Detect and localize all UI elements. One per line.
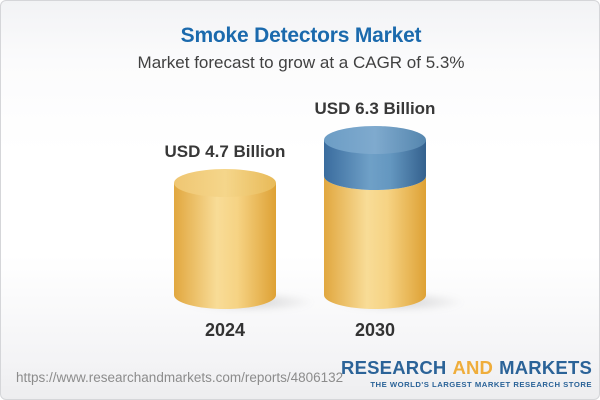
logo-wordmark: RESEARCH AND MARKETS — [341, 357, 592, 378]
chart-title: Smoke Detectors Market — [180, 24, 422, 47]
logo-word-and: AND — [452, 357, 494, 378]
category-label-2024: 2024 — [204, 320, 246, 340]
value-label-2030: USD 6.3 Billion — [314, 99, 436, 118]
cylinder-2030 — [324, 126, 426, 309]
logo-word-research: RESEARCH — [341, 357, 447, 378]
value-label-2024: USD 4.7 Billion — [164, 142, 286, 161]
research-and-markets-logo: RESEARCH AND MARKETS THE WORLD'S LARGEST… — [341, 357, 592, 390]
category-label-2030: 2030 — [354, 320, 396, 340]
chart-subtitle: Market forecast to grow at a CAGR of 5.3… — [137, 53, 465, 72]
cylinder-2024 — [174, 169, 276, 309]
logo-word-markets: MARKETS — [499, 357, 592, 378]
logo-tagline: THE WORLD'S LARGEST MARKET RESEARCH STOR… — [370, 380, 592, 390]
report-url: https://www.researchandmarkets.com/repor… — [16, 370, 344, 385]
